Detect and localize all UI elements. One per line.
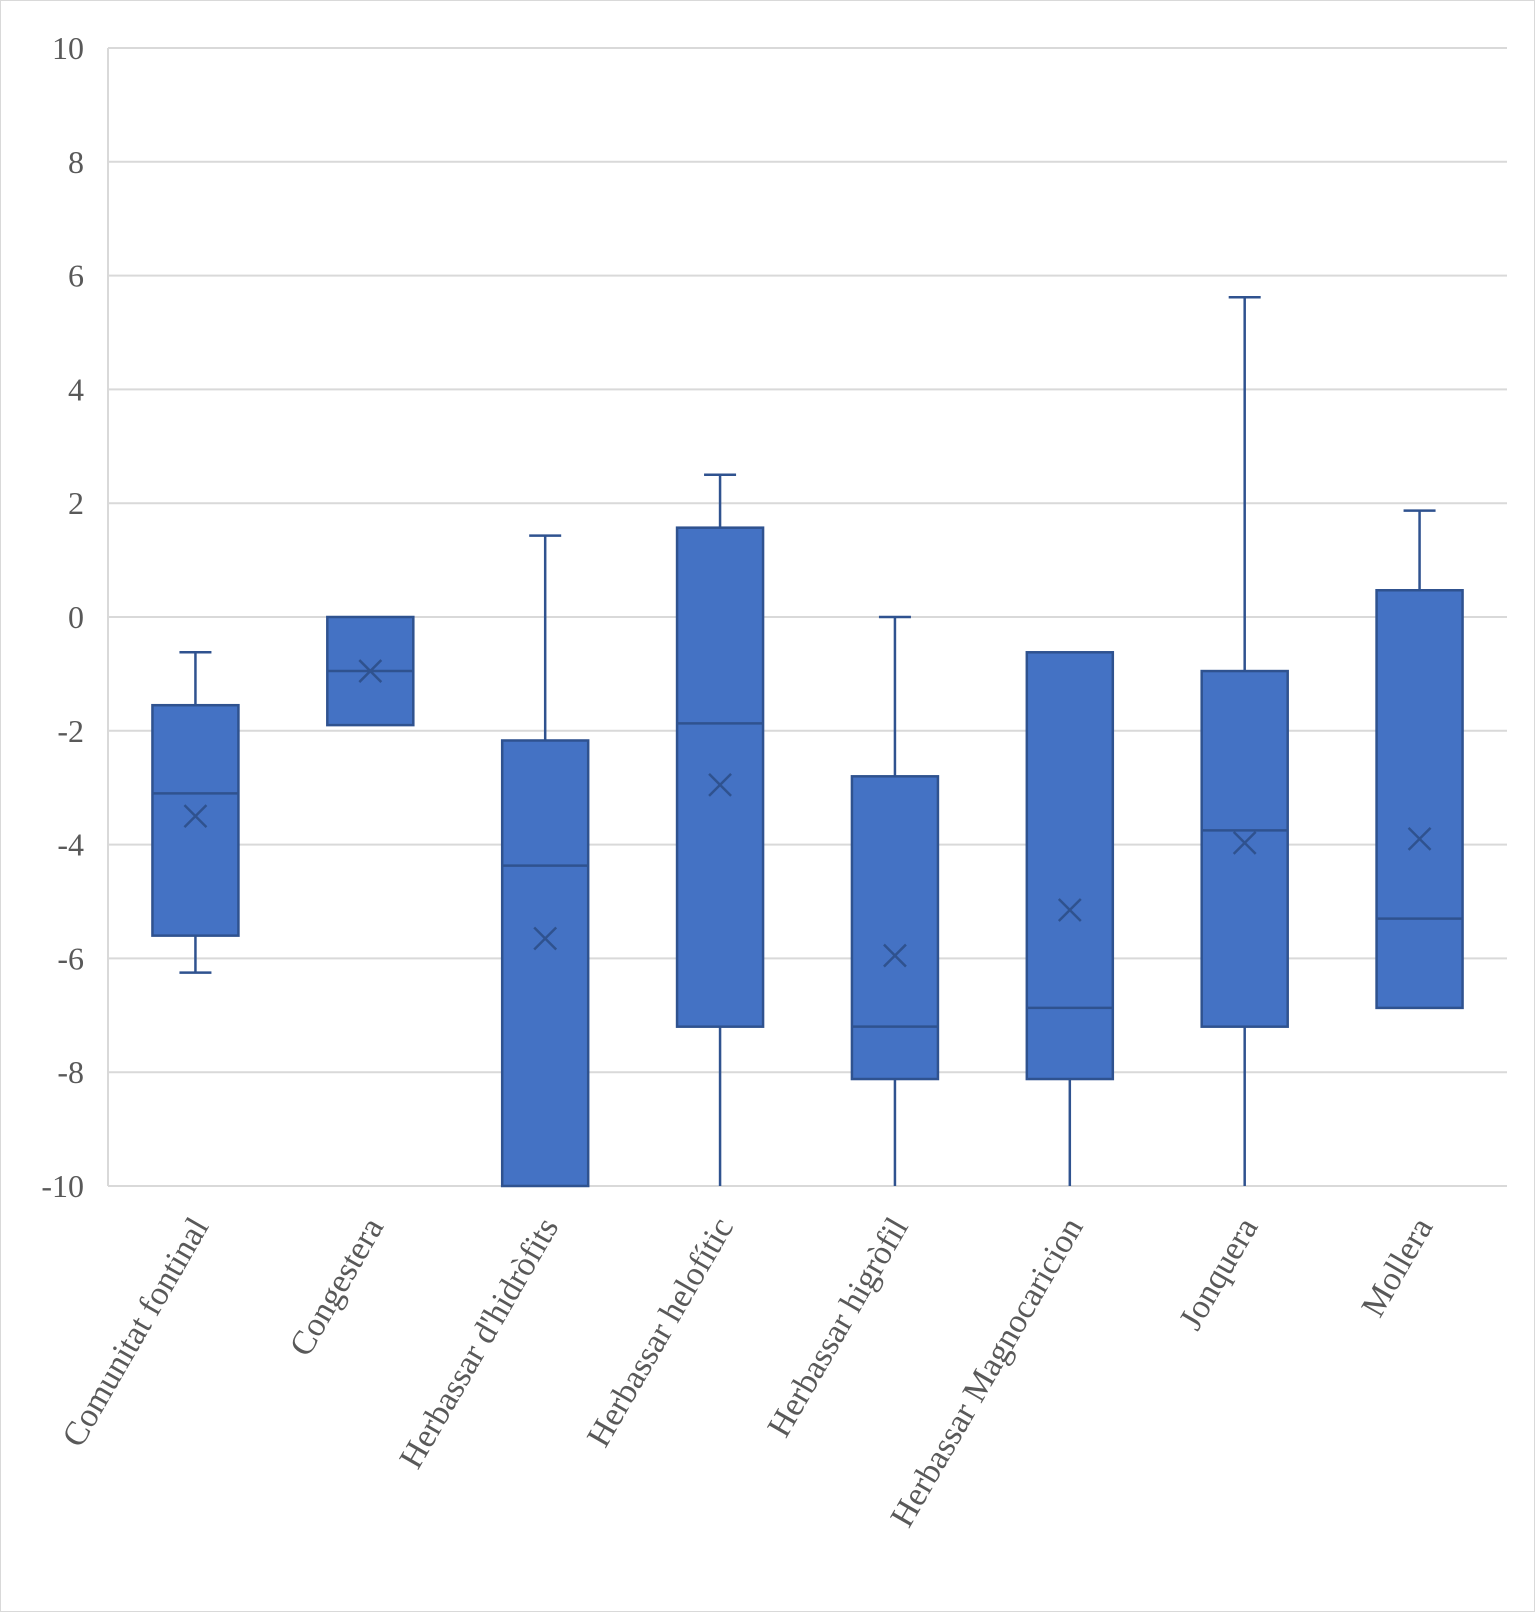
y-tick-label: 8 [68,144,84,180]
box-group [675,473,765,1186]
y-tick-label: -2 [57,713,84,749]
box-body [1025,651,1115,1081]
mean-marker [183,804,208,829]
mean-marker [358,659,383,683]
box-group [1375,509,1464,1010]
box-group [850,615,940,1186]
y-axis-tick-labels: 10 8 6 4 2 0 -2 -4 -6 -8 -10 [41,30,84,1204]
gridlines [107,47,1507,1187]
box-body [1200,669,1289,1028]
y-tick-label: 2 [68,485,84,521]
box-group [326,615,415,727]
box-series [151,295,1464,1188]
x-category-label: Mollera [1355,1212,1441,1324]
x-category-label: Herbassar helofític [580,1212,741,1454]
mean-marker [708,772,732,797]
x-category-label: Comunitat fontinal [55,1212,216,1454]
box-group [151,651,240,974]
box-body [500,739,590,1188]
mean-marker [533,926,558,951]
box-body [151,703,240,937]
box-body [850,775,940,1081]
y-tick-label: -6 [57,940,84,976]
x-category-label: Herbassar d'hidròfits [393,1212,566,1475]
x-category-label: Jonquera [1172,1212,1265,1337]
mean-marker [883,943,907,968]
box-body [675,526,765,1028]
x-category-label: Herbassar Magnocaricion [884,1212,1091,1534]
box-group [1025,651,1115,1186]
mean-marker [1407,827,1432,851]
y-tick-label: 6 [68,258,84,294]
box-group [1200,295,1289,1186]
y-tick-label: 0 [68,599,84,635]
x-category-label: Herbassar higròfil [761,1212,916,1444]
y-tick-label: 10 [52,30,84,66]
mean-marker [1232,831,1257,855]
x-axis-category-labels: Comunitat fontinal Congestera Herbassar d'… [55,1212,1440,1534]
box-body [1375,589,1464,1010]
y-tick-label: -4 [57,827,84,863]
y-tick-label: 4 [68,371,84,407]
y-tick-label: -10 [41,1168,84,1204]
x-category-label: Congestera [283,1212,392,1363]
box-group [500,534,590,1188]
y-tick-label: -8 [57,1054,84,1090]
mean-marker [1057,898,1082,922]
